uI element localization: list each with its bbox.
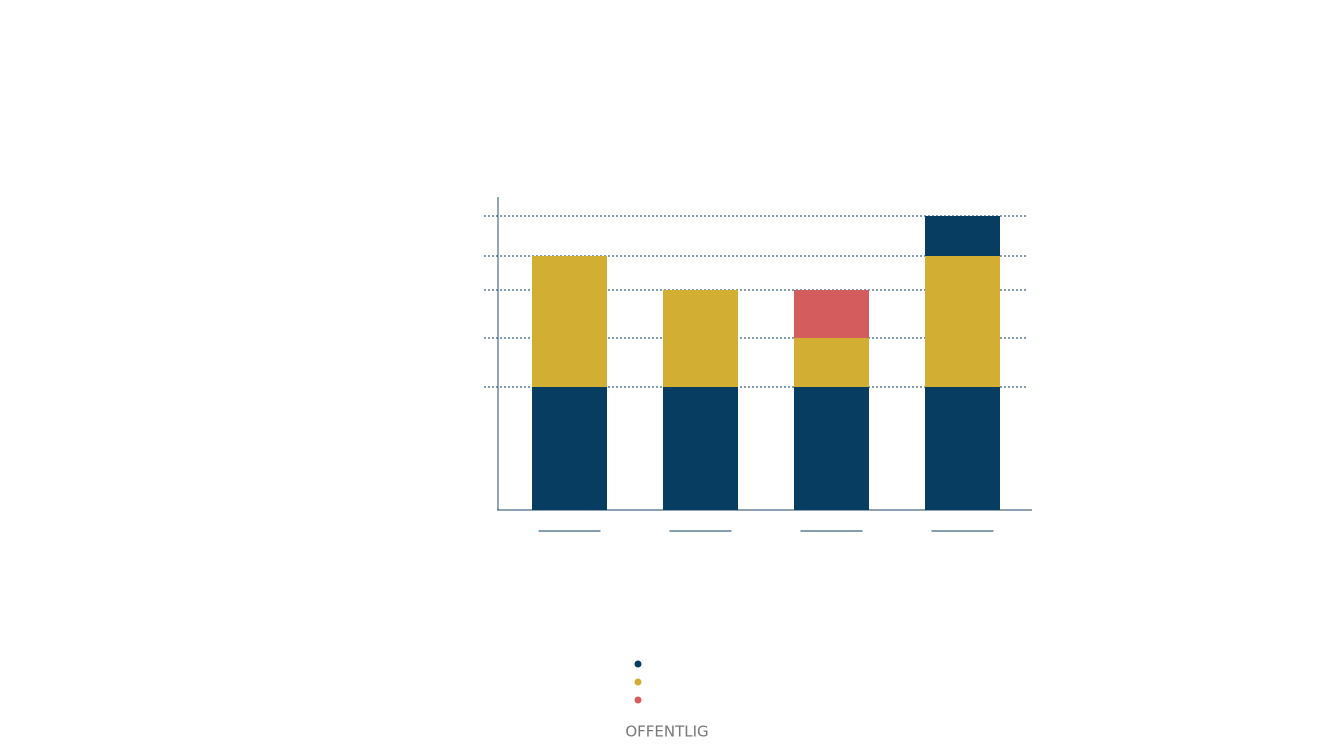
footer: OFFENTLIG xyxy=(625,723,708,741)
bar-segment xyxy=(794,338,869,387)
bar-segment xyxy=(532,256,607,387)
legend-marker xyxy=(634,660,642,668)
bar-segment xyxy=(794,290,869,338)
bar-segment xyxy=(925,216,1000,256)
bar-segment xyxy=(925,256,1000,387)
bar-segment xyxy=(532,387,607,510)
legend-marker xyxy=(634,696,642,704)
legend-marker xyxy=(634,678,642,686)
bar-segment xyxy=(794,387,869,510)
bar-segment xyxy=(663,290,738,387)
bar-segment xyxy=(925,387,1000,510)
bar-segment xyxy=(663,387,738,510)
